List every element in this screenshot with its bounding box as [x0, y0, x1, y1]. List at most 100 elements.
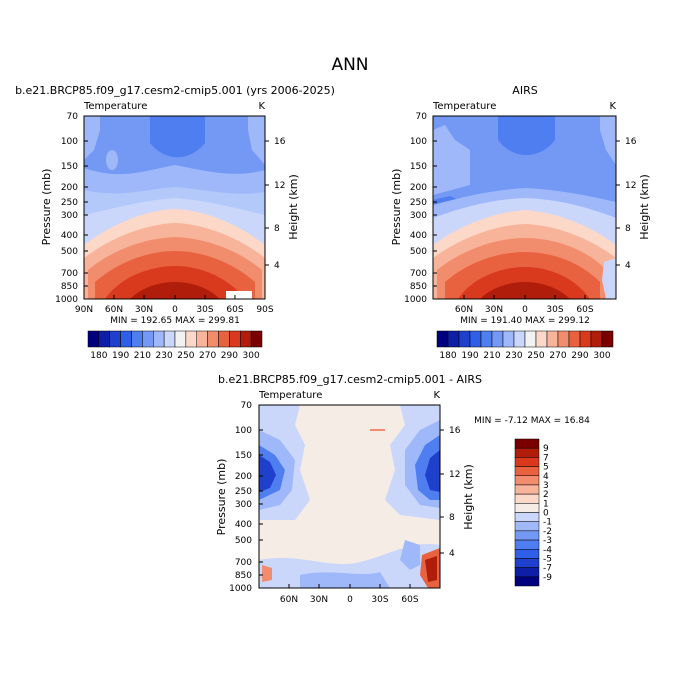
colorbar-label: 0 [543, 509, 549, 519]
y2-tick-label: 12 [274, 181, 285, 191]
x-tick-label: 30N [310, 595, 328, 605]
panel-c-right-label: K [433, 390, 440, 401]
colorbar-label: -2 [543, 527, 552, 537]
stats-text: MIN = 192.65 MAX = 299.81 [110, 316, 240, 326]
colorbar-swatch [131, 330, 143, 348]
colorbar-label: 9 [543, 444, 549, 454]
y2-tick-label: 12 [625, 181, 636, 191]
colorbar-swatch [524, 330, 537, 348]
x-tick-label: 0 [172, 305, 178, 315]
colorbar-label: 210 [483, 351, 500, 361]
colorbar-label: -4 [543, 545, 552, 555]
y-tick-label: 100 [410, 137, 427, 147]
y-tick-label: 150 [410, 162, 427, 172]
stats-text: MIN = 191.40 MAX = 299.12 [460, 316, 590, 326]
y-tick-label: 300 [410, 211, 427, 221]
x-tick-label: 30S [196, 305, 213, 315]
colorbar-swatch [514, 475, 540, 486]
x-tick-label: 60S [576, 305, 593, 315]
y-tick-label: 200 [410, 183, 427, 193]
panel-a-right-label: K [258, 101, 265, 112]
colorbar-swatch [491, 330, 504, 348]
y-tick-label: 700 [410, 269, 427, 279]
y-tick-label: 70 [241, 401, 253, 411]
colorbar-swatch [480, 330, 493, 348]
colorbar-swatch [513, 330, 526, 348]
panel-a-left-label: Temperature [83, 101, 147, 112]
colorbar-swatch [142, 330, 154, 348]
y-tick-label: 200 [61, 183, 78, 193]
colorbar-swatch [87, 330, 100, 348]
y2-tick-label: 16 [274, 137, 286, 147]
colorbar-label: 5 [543, 463, 549, 473]
colorbar-label: 300 [243, 351, 260, 361]
contour-fill [480, 282, 570, 299]
colorbar-swatch [514, 438, 540, 449]
colorbar-label: -9 [543, 573, 552, 583]
colorbar-swatch [568, 330, 581, 348]
y-tick-label: 150 [61, 162, 78, 172]
y2-tick-label: 8 [625, 224, 631, 234]
panel-model: b.e21.BRCP85.f09_g17.cesm2-cmip5.001 (yr… [15, 84, 335, 361]
y-axis-label: Pressure (mb) [40, 169, 53, 246]
colorbar-swatch [514, 576, 540, 587]
colorbar-swatch [514, 457, 540, 467]
colorbar-swatch [514, 493, 540, 504]
colorbar-label: 3 [543, 481, 549, 491]
x-tick-label: 60N [105, 305, 123, 315]
colorbar-swatch [535, 330, 548, 348]
colorbar-swatch [98, 330, 110, 348]
contour-fill [400, 540, 420, 570]
colorbar-swatch [163, 330, 176, 348]
stats-text: MIN = -7.12 MAX = 16.84 [474, 416, 590, 426]
y-tick-label: 400 [235, 520, 252, 530]
y-tick-label: 70 [67, 112, 79, 122]
y2-tick-label: 16 [449, 426, 461, 436]
page-title: ANN [331, 55, 368, 75]
panel-b-title: AIRS [512, 84, 537, 97]
panel-a-title: b.e21.BRCP85.f09_g17.cesm2-cmip5.001 (yr… [15, 84, 335, 97]
x-tick-label: 0 [522, 305, 528, 315]
y-tick-label: 1000 [55, 295, 78, 305]
colorbar-swatch [514, 549, 540, 559]
x-tick-label: 60N [455, 305, 473, 315]
x-tick-label: 90S [256, 305, 273, 315]
panel-difference: b.e21.BRCP85.f09_g17.cesm2-cmip5.001 - A… [215, 373, 590, 605]
colorbar-label: 250 [177, 351, 194, 361]
colorbar-swatch [514, 466, 540, 476]
y2-axis-label: Height (km) [287, 174, 300, 240]
y-tick-label: 200 [235, 472, 252, 482]
colorbar-label: 180 [90, 351, 107, 361]
y-tick-label: 850 [61, 282, 78, 292]
x-tick-label: 30N [485, 305, 503, 315]
y-tick-label: 250 [410, 198, 427, 208]
colorbar-label: 180 [439, 351, 456, 361]
y-tick-label: 100 [235, 426, 252, 436]
x-tick-label: 60N [280, 595, 298, 605]
contour-fill [84, 116, 100, 160]
y-tick-label: 1000 [229, 584, 252, 594]
contour-fill [262, 565, 272, 582]
colorbar-label: 270 [199, 351, 216, 361]
contour-fill [602, 258, 616, 299]
colorbar-swatch [514, 503, 540, 513]
x-tick-label: 60S [401, 595, 418, 605]
colorbar-swatch [207, 330, 219, 348]
panel-b-left-label: Temperature [432, 101, 496, 112]
x-tick-label: 0 [347, 595, 353, 605]
colorbar-swatch [109, 330, 121, 348]
y-axis-label: Pressure (mb) [215, 459, 228, 536]
colorbar-label: -7 [543, 564, 552, 574]
colorbar-swatch [469, 330, 482, 348]
y-tick-label: 300 [61, 211, 78, 221]
y-tick-label: 250 [235, 487, 252, 497]
colorbar-swatch [240, 330, 252, 348]
colorbar-label: 190 [461, 351, 478, 361]
colorbar-label: -3 [543, 536, 552, 546]
panel-a-field [84, 116, 265, 299]
colorbar-swatch [514, 512, 540, 522]
panel-b-right-label: K [609, 101, 616, 112]
y-tick-label: 500 [61, 247, 78, 257]
